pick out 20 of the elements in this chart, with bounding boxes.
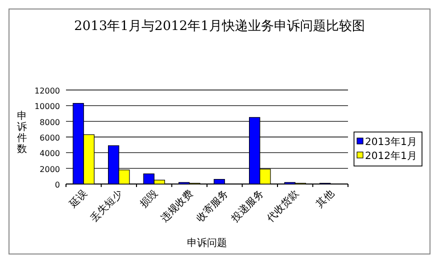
x-tick-label: 延误 [66,188,90,211]
y-tick-label: 8000 [40,118,60,127]
x-tick-label: 投递服务 [228,188,266,226]
y-tick-label: 10000 [34,102,60,112]
legend-label: 2013年1月 [365,136,417,148]
x-tick-label: 代收货款 [264,188,302,226]
y-axis-title: 申诉件数 [17,110,27,155]
x-tick-label: 损毁 [138,188,160,210]
x-axis-title: 申诉问题 [187,237,227,249]
x-tick-label: 违规收费 [158,188,196,224]
y-tick-label: 2000 [40,164,60,174]
y-tick-label: 0 [54,180,60,190]
chart-title: 2013年1月与2012年1月快递业务申诉问题比较图 [74,19,365,34]
y-tick-label: 12000 [34,86,60,96]
legend-label: 2012年1月 [365,150,417,162]
y-tick-label: 4000 [40,149,60,158]
x-tick-label: 丢失短少 [88,188,125,224]
y-tick-label: 6000 [40,134,60,142]
x-tick-label: 收寄服务 [194,188,231,224]
x-tick-label: 其他 [314,188,336,210]
